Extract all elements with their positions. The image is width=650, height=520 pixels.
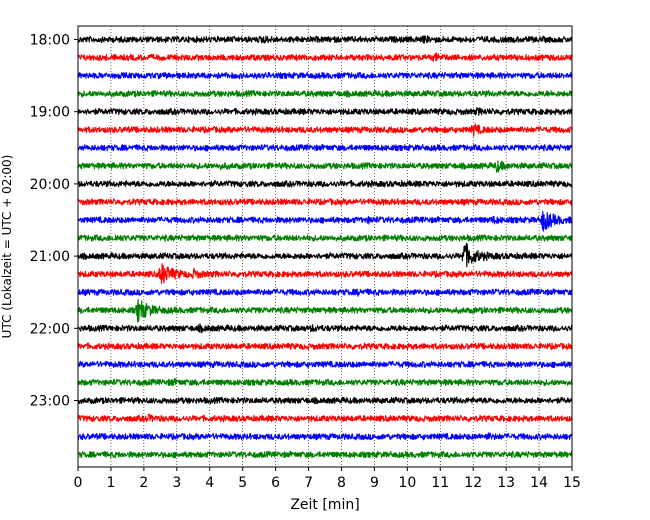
x-tick-label: 13 [497,475,515,491]
trace-line [77,432,573,441]
x-tick-label: 4 [205,475,214,491]
trace-line [77,210,573,232]
y-axis-label: UTC (Lokalzeit = UTC + 02:00) [0,155,14,339]
y-tick-label: 22:00 [30,321,70,337]
trace-line [77,396,573,405]
trace-line [77,342,573,351]
x-tick-label: 14 [530,475,548,491]
plot-frame [77,25,573,468]
x-tick-label: 6 [271,475,280,491]
trace-line [77,160,573,173]
trace-line [77,180,573,188]
trace-line [77,360,573,369]
y-tick-label: 18:00 [30,33,70,49]
x-tick-label: 3 [172,475,181,491]
y-tick-label: 23:00 [30,394,70,410]
trace-line [77,288,573,297]
y-tick-label: 19:00 [30,105,70,121]
x-tick-label: 1 [106,475,115,491]
x-tick-label: 5 [238,475,247,491]
y-tick-label: 20:00 [30,177,70,193]
trace-line [77,242,573,268]
x-tick-label: 8 [337,475,346,491]
trace-line [77,123,573,137]
x-axis-label: Zeit [min] [290,497,359,513]
x-tick-label: 7 [304,475,313,491]
trace-line [77,413,573,423]
trace-line [77,262,573,285]
x-tick-label: 9 [370,475,379,491]
x-tick-label: 10 [398,475,416,491]
trace-line [77,143,573,152]
trace-line [77,35,573,45]
x-tick-label: 0 [74,475,83,491]
trace-line [77,298,573,323]
trace-line [77,450,573,459]
trace-line [77,89,573,98]
seismic-traces [77,35,573,459]
trace-line [77,52,573,63]
x-tick-label: 12 [464,475,482,491]
trace-line [77,198,573,206]
x-tick-label: 2 [139,475,148,491]
trace-line [77,378,573,387]
trace-line [77,234,573,242]
x-tick-label: 11 [431,475,449,491]
trace-line [77,71,573,80]
x-tick-label: 15 [563,475,581,491]
x-axis-ticks: 0 1 2 3 4 5 6 7 8 9 10 11 12 13 14 15 [74,467,581,491]
y-axis-ticks: 18:00 19:00 20:00 21:00 22:00 23:00 [30,33,78,410]
y-tick-label: 21:00 [30,249,70,265]
trace-line [77,323,573,334]
trace-line [77,106,573,116]
